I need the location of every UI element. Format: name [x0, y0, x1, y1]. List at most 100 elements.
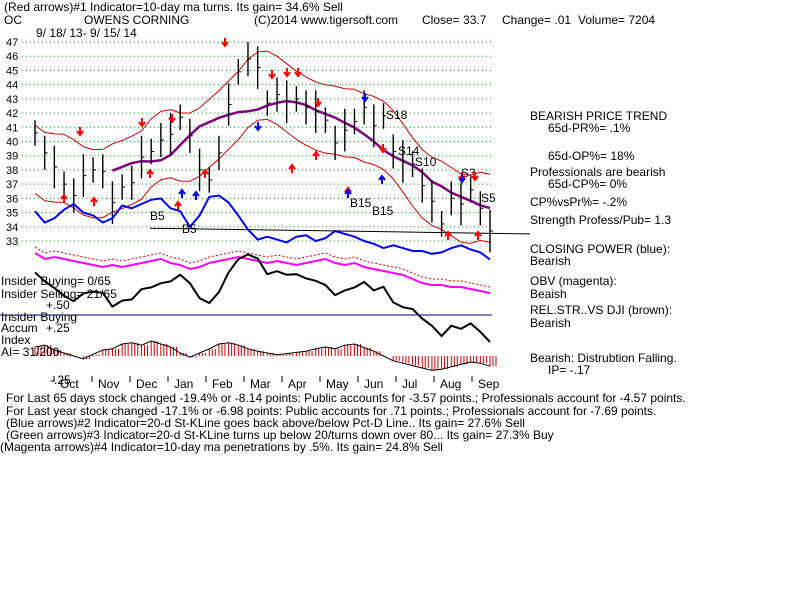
obv-value: Beaish	[530, 287, 567, 301]
y-tick-label: 46	[6, 51, 18, 63]
date-range: 9/ 18/ 13- 9/ 15/ 14	[36, 26, 137, 40]
blue-buy-arrow	[344, 188, 352, 198]
y-tick-label: 45	[6, 65, 18, 77]
company-name: OWENS CORNING	[84, 13, 190, 27]
y-tick-label: 43	[6, 94, 18, 106]
obv-line	[34, 252, 491, 294]
red-buy-arrow	[146, 168, 154, 178]
ip-value: IP= -.17	[548, 363, 591, 377]
signal-annotation: S5	[481, 191, 496, 205]
y-tick-label: 36	[6, 193, 18, 205]
obv-ma-line	[34, 246, 491, 288]
blue-buy-arrow	[192, 190, 200, 200]
obv-label: OBV (magenta):	[530, 274, 617, 288]
red-sell-arrow	[221, 38, 229, 48]
red-buy-arrow	[288, 163, 296, 173]
ticker-symbol: OC	[4, 13, 22, 27]
upper-band-line	[34, 50, 491, 176]
red-sell-arrow	[471, 172, 479, 182]
change-value: Change= .01	[502, 13, 572, 27]
index-label: Index	[1, 333, 31, 347]
signal-annotation: S14	[398, 144, 420, 158]
footer-line-1: For Last 65 days stock changed -19.4% or…	[6, 391, 686, 405]
y-tick-label: 40	[6, 137, 18, 149]
blue-buy-arrow	[178, 188, 186, 198]
bearish-trend: BEARISH PRICE TREND	[530, 109, 668, 123]
insider-selling-label: Insider Selling= 21/65	[1, 287, 117, 301]
relative-strength-line	[34, 253, 491, 343]
red-buy-arrow	[60, 193, 68, 203]
y-tick-label: 47	[6, 37, 18, 49]
x-tick-label: Jun	[364, 377, 383, 391]
cpvspr: CP%vsPr%= -.2%	[530, 195, 628, 209]
blue-buy-arrow	[378, 174, 386, 184]
op65: 65d-OP%= 18%	[548, 149, 635, 163]
y-tick-label: 44	[6, 80, 18, 92]
y-tick-label: 38	[6, 165, 18, 177]
y-tick-label: 41	[6, 122, 18, 134]
y-tick-label: 34	[6, 222, 18, 234]
plus50-label: +.50	[46, 298, 70, 312]
closing-power-value: Bearish	[530, 254, 571, 268]
x-tick-label: Oct	[60, 377, 79, 391]
lower-band-line	[34, 118, 491, 244]
red-sell-arrow	[314, 98, 322, 108]
relstr-value: Bearish	[530, 316, 571, 330]
pr65: 65d-PR%= .1%	[548, 121, 631, 135]
y-tick-label: 35	[6, 208, 18, 220]
red-sell-arrow	[294, 68, 302, 78]
closing-power-line	[34, 194, 491, 261]
blue-sell-arrow	[254, 122, 262, 132]
red-sell-arrow	[379, 144, 387, 154]
indicator-1-description: (Red arrows)#1 Indicator=10-day ma turns…	[4, 0, 343, 14]
ai-label: AI= 31/200	[1, 345, 60, 359]
y-tick-label: 33	[6, 236, 18, 248]
x-tick-label: Apr	[288, 377, 307, 391]
distribution-label: Bearish: Distrubtion Falling.	[530, 351, 677, 365]
red-sell-arrow	[283, 68, 291, 78]
strength: Strength Profess/Pub= 1.3	[530, 213, 672, 227]
red-buy-arrow	[474, 230, 482, 240]
insider-buying2-label: Insider Buying	[1, 310, 78, 324]
x-tick-label: Sep	[478, 377, 500, 391]
x-tick-label: Aug	[440, 377, 461, 391]
red-buy-arrow	[201, 168, 209, 178]
minus25-label: -.25	[50, 373, 71, 387]
x-tick-label: Nov	[98, 377, 119, 391]
insider-buying-label: Insider Buying= 0/65	[1, 274, 111, 288]
pros-bearish: Professionals are bearish	[530, 165, 666, 179]
volume-value: Volume= 7204	[578, 13, 656, 27]
cp65: 65d-CP%= 0%	[548, 177, 628, 191]
signal-annotation: B15	[372, 204, 394, 218]
red-buy-arrow	[174, 200, 182, 210]
footer-line-4: (Green arrows)#3 Indicator=20-d St-KLine…	[6, 428, 554, 442]
copyright: (C)2014 www.tigersoft.com	[254, 13, 399, 27]
red-buy-arrow	[444, 230, 452, 240]
red-sell-arrow	[268, 70, 276, 80]
y-tick-label: 42	[6, 108, 18, 120]
red-buy-arrow	[312, 150, 320, 160]
signal-annotation: S18	[386, 108, 408, 122]
red-buy-arrow	[90, 196, 98, 206]
x-tick-label: Jan	[174, 377, 193, 391]
y-tick-label: 37	[6, 179, 18, 191]
x-tick-label: Jul	[402, 377, 417, 391]
x-tick-label: Mar	[250, 377, 271, 391]
footer-line-5: (Magenta arrows)#4 Indicator=10-day ma p…	[0, 440, 443, 454]
close-value: Close= 33.7	[422, 13, 487, 27]
red-sell-arrow	[168, 114, 176, 124]
x-tick-label: Feb	[212, 377, 233, 391]
x-tick-label: Dec	[136, 377, 157, 391]
plus25-label: +.25	[46, 321, 70, 335]
closing-power-label: CLOSING POWER (blue):	[530, 242, 671, 256]
signal-annotation: B5	[150, 209, 165, 223]
red-sell-arrow	[76, 127, 84, 137]
moving-average-line	[111, 99, 491, 210]
blue-sell-arrow	[458, 174, 466, 184]
signal-annotation: B5	[182, 222, 197, 236]
y-tick-label: 39	[6, 151, 18, 163]
accum-label: Accum	[1, 321, 38, 335]
support-line	[149, 227, 531, 235]
signal-annotation: B15	[350, 196, 372, 210]
